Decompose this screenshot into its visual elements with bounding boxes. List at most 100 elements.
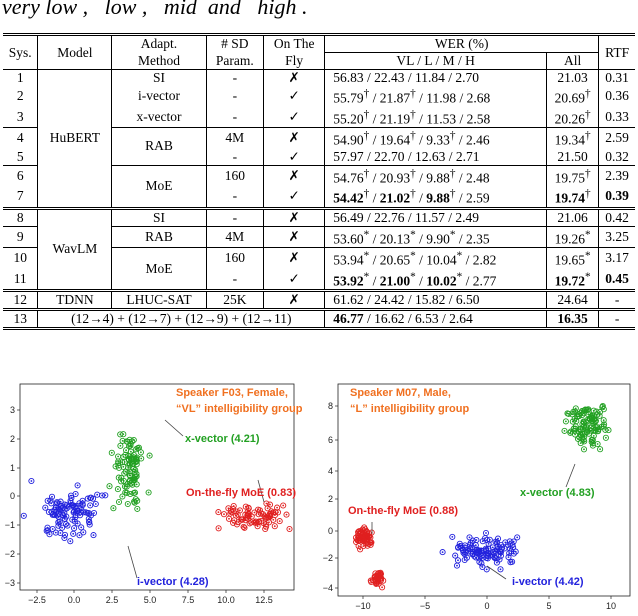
- xvec-point: [562, 418, 569, 425]
- cell-on-the-fly: ✓: [263, 268, 326, 291]
- cell-wer: 54.42† / 21.02† / 9.88† / 2.59: [324, 186, 548, 208]
- x-tick-label: 12.5: [255, 595, 273, 605]
- xvec-point: [124, 500, 131, 508]
- xvec-point-center: [579, 442, 582, 444]
- y-tick-label: 3: [10, 405, 15, 415]
- ivec-point-center: [498, 558, 501, 561]
- cell-wer-all: 24.64: [546, 290, 600, 310]
- header-all: All: [546, 52, 600, 70]
- ivec-point: [46, 531, 53, 538]
- header-fly: On The: [263, 34, 326, 53]
- cell-param: 160: [206, 247, 265, 269]
- ivec-point: [493, 539, 501, 546]
- moe-point-center: [256, 525, 259, 528]
- moe-point-center: [259, 509, 261, 512]
- xvec-point-center: [125, 440, 128, 443]
- moe-point: [220, 511, 228, 518]
- ivec-point-center: [73, 510, 76, 513]
- ivec-point-center: [54, 531, 57, 534]
- ivec-point: [467, 545, 474, 552]
- ivec-point-center: [51, 495, 53, 498]
- x-tick-label: 2.5: [106, 595, 119, 605]
- ivec-point-center: [474, 551, 477, 554]
- cell-sys: 9: [3, 226, 39, 248]
- xvec-point: [564, 410, 571, 417]
- xvec-point-center: [132, 478, 135, 481]
- moe-point: [358, 533, 365, 540]
- y-tick-label: 6: [328, 435, 333, 445]
- moe-point-center: [285, 513, 288, 516]
- ivec-point: [505, 554, 512, 561]
- header-adapt: Adapt.: [111, 34, 207, 53]
- ivec-point-center: [44, 506, 47, 509]
- xvec-point-center: [595, 410, 598, 413]
- moe-point: [283, 511, 290, 518]
- xvec-point: [602, 434, 609, 441]
- x-tick-label: −10: [355, 601, 370, 611]
- ivec-point-center: [503, 547, 506, 550]
- ivec-point-center: [511, 560, 513, 563]
- moe-point-center: [274, 514, 276, 516]
- header-method: Method: [111, 52, 207, 70]
- ivec-point: [76, 532, 83, 539]
- tsne-plot-m07: −10 −5 0 5 10 8 6 4 2 0 −2 −4 Speaker M07, Male, “L” …: [323, 383, 631, 611]
- ivec-point-center: [88, 521, 91, 524]
- ivec-point: [473, 536, 480, 544]
- cell-wer-all: 21.50: [546, 148, 600, 165]
- ivec-point: [493, 546, 500, 553]
- moe-point-center: [375, 582, 378, 585]
- xvec-point: [106, 483, 113, 490]
- cell-on-the-fly: ✓: [263, 186, 326, 208]
- xvec-point-center: [121, 495, 124, 498]
- xvec-point: [576, 426, 583, 433]
- i-vector-label: i-vector (4.42): [512, 576, 584, 588]
- moe-point: [251, 519, 258, 526]
- ivec-point-center: [69, 540, 72, 543]
- table-row: 9 RAB 4M ✗ 53.60* / 20.13* / 9.90* / 2.35 19.…: [3, 226, 635, 248]
- ivec-point: [86, 519, 93, 526]
- ivec-point-center: [481, 566, 484, 568]
- tsne-plot-f03: −2.5 0.0 2.5 5.0 7.5 10.0 12.5 3 2 1 0 −1 −2 −3 Speake…: [5, 383, 303, 605]
- ivec-point-center: [50, 502, 53, 505]
- xvec-point-center: [591, 442, 594, 445]
- xvec-point: [131, 499, 138, 506]
- ivec-point-center: [473, 555, 476, 558]
- moe-point-center: [266, 507, 269, 510]
- ivec-point-center: [468, 536, 471, 539]
- xvec-point: [577, 431, 585, 438]
- moe-label: On-the-fly MoE (0.88): [348, 505, 458, 517]
- xvec-point: [115, 474, 122, 481]
- cell-rtf: 3.25: [605, 228, 629, 244]
- xvec-point: [572, 405, 579, 412]
- xvec-point-center: [114, 465, 117, 468]
- ivec-point-center: [441, 551, 444, 553]
- y-tick-label: 8: [328, 401, 333, 411]
- cell-on-the-fly: ✗: [263, 226, 326, 248]
- moe-point-center: [236, 523, 238, 526]
- cell-rtf: -: [614, 292, 620, 307]
- ivec-point-center: [494, 540, 497, 543]
- xvec-point-center: [593, 429, 596, 432]
- ivec-point: [67, 497, 74, 504]
- xvec-point: [146, 452, 153, 459]
- ivec-point: [20, 512, 27, 519]
- moe-point-center: [268, 521, 270, 524]
- ivec-point: [64, 522, 71, 529]
- cell-wer: 55.79† / 21.87† / 11.98 / 2.68: [324, 86, 548, 107]
- ivec-point-center: [512, 540, 515, 543]
- xvec-point: [117, 442, 124, 449]
- cell-wer: 53.94* / 20.65* / 10.04* / 2.82: [324, 247, 548, 269]
- ivec-point-center: [504, 541, 507, 544]
- ivec-point: [61, 515, 68, 522]
- moe-point-center: [362, 539, 364, 541]
- xvec-point-center: [592, 435, 595, 437]
- ivec-point-center: [77, 510, 79, 512]
- moe-point-center: [379, 573, 381, 576]
- xvec-point-center: [130, 450, 132, 453]
- xvec-point-center: [566, 412, 569, 415]
- y-tick-label: 0: [328, 526, 333, 536]
- ivec-point-center: [81, 504, 84, 506]
- ivec-point-center: [73, 505, 76, 508]
- moe-point: [357, 546, 364, 553]
- xvec-point-center: [586, 429, 589, 432]
